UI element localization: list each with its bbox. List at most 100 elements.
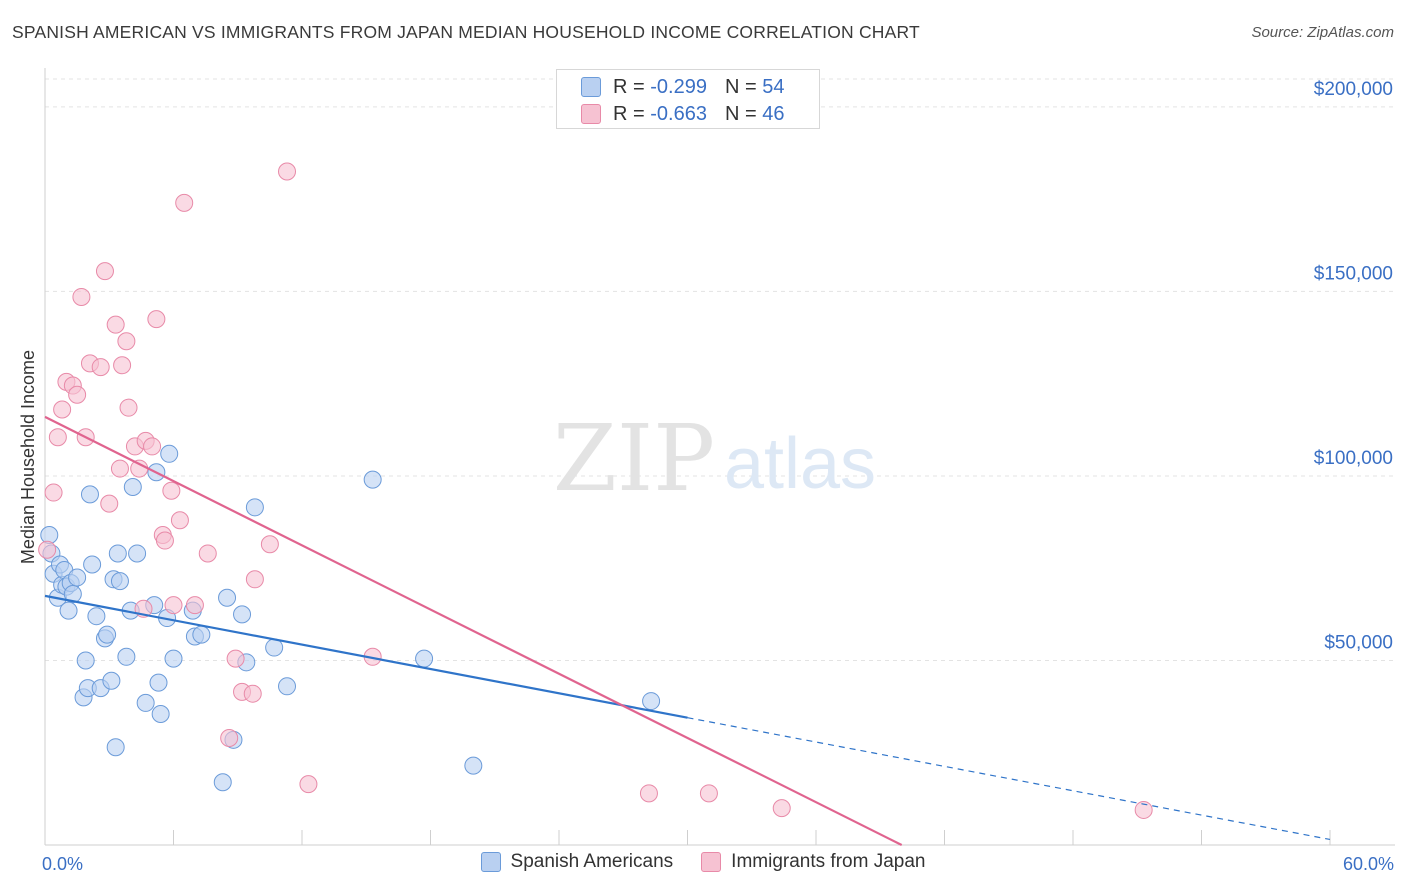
watermark-zip: ZIP xyxy=(553,405,715,512)
data-point xyxy=(170,511,189,530)
data-point xyxy=(226,649,245,668)
legend-row-immigrants-from-japan: R = -0.663 N = 46 xyxy=(581,101,784,127)
source-label: Source: ZipAtlas.com xyxy=(1251,24,1394,41)
y-tick-label: $150,000 xyxy=(1314,263,1393,284)
trend-lines xyxy=(44,415,1331,846)
series-legend: Spanish Americans Immigrants from Japan xyxy=(0,851,1406,873)
trend-line-spanish-americans xyxy=(44,594,688,719)
trend-line-extension xyxy=(687,717,1331,841)
data-point xyxy=(106,738,125,757)
data-point xyxy=(164,596,183,615)
data-point xyxy=(76,651,95,670)
data-point xyxy=(38,540,57,559)
data-point xyxy=(175,193,194,212)
correlation-legend: R = -0.299 N = 54 R = -0.663 N = 46 xyxy=(556,69,820,129)
data-point xyxy=(245,570,264,589)
y-tick-labels: $50,000 $100,000 $150,000 $200,000 xyxy=(1314,79,1393,654)
data-point xyxy=(72,287,91,306)
legend-r-label: R = xyxy=(613,75,645,98)
data-point xyxy=(128,544,147,563)
data-point xyxy=(260,535,279,554)
data-point xyxy=(63,585,82,604)
data-point xyxy=(143,437,162,456)
data-point xyxy=(198,544,217,563)
data-point xyxy=(117,332,136,351)
data-point xyxy=(243,684,262,703)
legend-swatch-pink xyxy=(581,104,601,124)
legend-swatch-blue xyxy=(480,852,501,872)
data-point xyxy=(160,444,179,463)
grid-lines xyxy=(45,78,1395,661)
legend-r-value: -0.299 xyxy=(650,75,707,98)
data-point xyxy=(192,625,211,644)
data-point xyxy=(299,775,318,794)
data-point xyxy=(151,704,170,723)
trend-line-immigrants-from-japan xyxy=(44,415,903,846)
data-point xyxy=(699,784,718,803)
data-point xyxy=(233,605,252,624)
data-point xyxy=(108,544,127,563)
data-point xyxy=(1134,800,1153,819)
data-point xyxy=(83,555,102,574)
data-point xyxy=(44,483,63,502)
x-tick-label: 60.0% xyxy=(1343,854,1394,874)
y-tick-label: $200,000 xyxy=(1314,79,1393,100)
data-point xyxy=(59,601,78,620)
data-point xyxy=(102,671,121,690)
data-point xyxy=(48,428,67,447)
legend-n-label: N = xyxy=(724,75,757,98)
x-tick-label: 0.0% xyxy=(42,854,83,874)
data-point xyxy=(130,459,149,478)
data-point xyxy=(53,400,72,419)
data-point xyxy=(639,784,658,803)
data-point xyxy=(220,728,239,747)
y-axis-label: Median Household Income xyxy=(18,350,38,564)
data-point xyxy=(68,385,87,404)
data-point xyxy=(80,485,99,504)
series-legend-item-spanish-americans[interactable]: Spanish Americans xyxy=(480,851,674,873)
data-point xyxy=(106,315,125,334)
data-point xyxy=(642,692,661,711)
legend-n-value: 46 xyxy=(762,102,785,125)
data-point xyxy=(245,498,264,517)
legend-swatch-pink xyxy=(701,852,722,872)
data-point xyxy=(117,647,136,666)
data-point xyxy=(278,677,297,696)
y-tick-label: $50,000 xyxy=(1324,632,1393,653)
data-point xyxy=(110,459,129,478)
legend-n-value: 54 xyxy=(762,75,785,98)
data-point xyxy=(213,773,232,792)
data-point xyxy=(415,649,434,668)
data-point xyxy=(68,568,87,587)
data-point xyxy=(278,162,297,181)
series-legend-label: Immigrants from Japan xyxy=(731,851,926,872)
data-point xyxy=(218,588,237,607)
data-point xyxy=(162,481,181,500)
x-tick-labels: 0.0% 60.0% xyxy=(42,854,1394,874)
data-point xyxy=(100,494,119,513)
data-point xyxy=(98,625,117,644)
series-spanish-americans xyxy=(40,444,661,792)
legend-n-label: N = xyxy=(724,102,757,125)
data-point xyxy=(464,756,483,775)
data-point xyxy=(772,799,791,818)
chart-title: SPANISH AMERICAN VS IMMIGRANTS FROM JAPA… xyxy=(12,22,920,42)
data-point xyxy=(95,262,114,281)
data-point xyxy=(113,356,132,375)
watermark-atlas: atlas xyxy=(724,424,876,504)
series-legend-item-immigrants-from-japan[interactable]: Immigrants from Japan xyxy=(701,851,925,873)
data-point xyxy=(123,478,142,497)
data-point xyxy=(185,596,204,615)
legend-r-value: -0.663 xyxy=(650,102,707,125)
data-point xyxy=(119,398,138,417)
legend-row-spanish-americans: R = -0.299 N = 54 xyxy=(581,74,784,100)
series-legend-label: Spanish Americans xyxy=(510,851,674,872)
data-point xyxy=(87,607,106,626)
axes xyxy=(44,68,1395,846)
data-point xyxy=(265,638,284,657)
data-point xyxy=(164,649,183,668)
watermark: ZIP atlas xyxy=(553,405,876,512)
data-point xyxy=(147,310,166,329)
y-tick-label: $100,000 xyxy=(1314,448,1393,469)
